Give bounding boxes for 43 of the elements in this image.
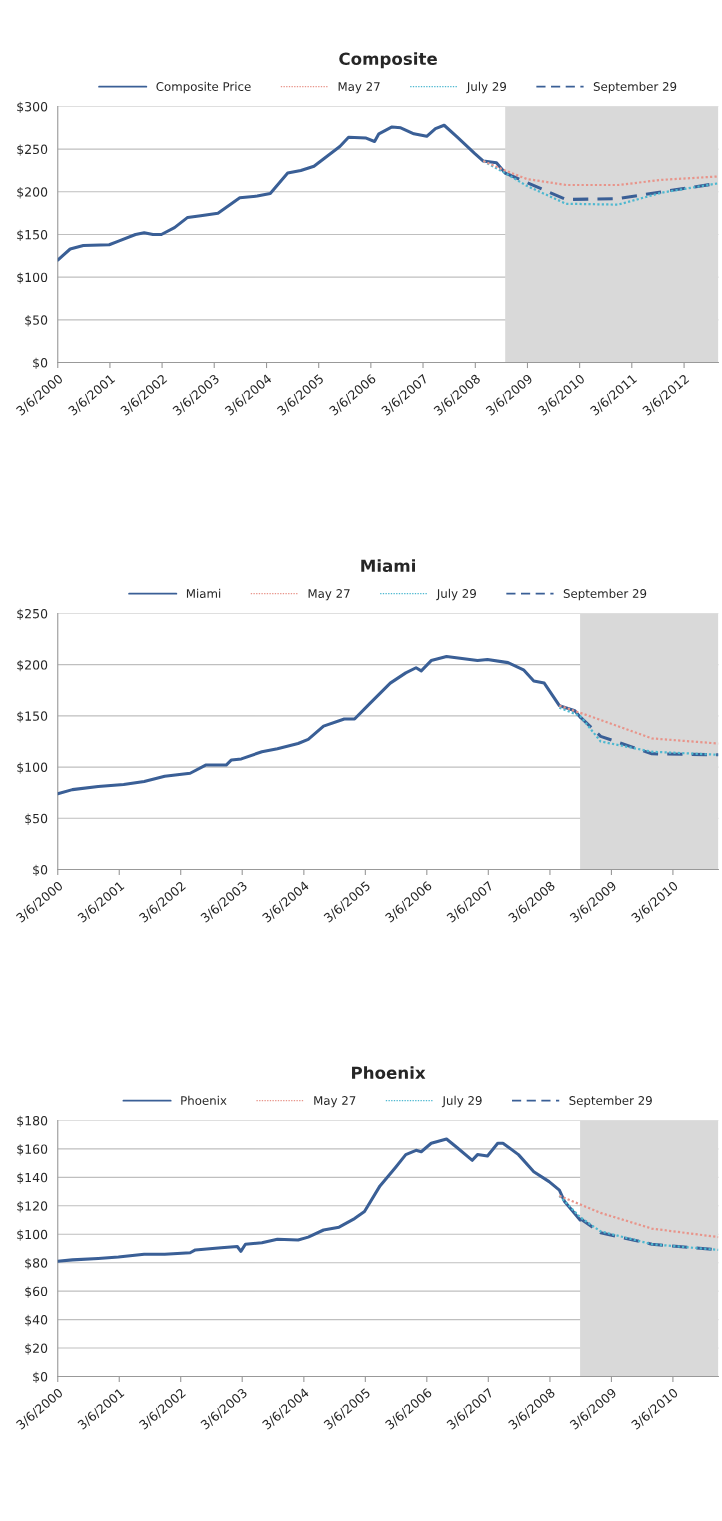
y-tick-label: $150 xyxy=(17,229,48,242)
y-tick-label: $20 xyxy=(25,1343,48,1355)
legend-label: September 29 xyxy=(563,588,647,601)
y-tick-label: $50 xyxy=(25,813,48,825)
legend-label: Phoenix xyxy=(181,1095,227,1105)
y-tick-label: $0 xyxy=(33,357,48,370)
chart-title: Phoenix xyxy=(352,1066,426,1080)
y-tick-label: $150 xyxy=(17,711,48,723)
y-tick-label: $250 xyxy=(17,608,48,621)
y-tick-label: $200 xyxy=(17,187,48,199)
chart-title: Miami xyxy=(361,559,415,573)
y-tick-label: $50 xyxy=(25,315,48,327)
y-tick-label: $300 xyxy=(17,101,48,114)
legend-label: September 29 xyxy=(569,1095,652,1108)
legend-label: May 27 xyxy=(308,589,350,601)
y-tick-label: $200 xyxy=(17,659,48,672)
line-series xyxy=(558,1194,719,1252)
y-tick-label: $100 xyxy=(17,272,48,284)
legend-label: July 29 xyxy=(466,81,507,94)
y-tick-label: $40 xyxy=(25,1314,48,1327)
legend-label: September 29 xyxy=(593,81,677,94)
chart-title: Composite xyxy=(339,52,437,69)
legend-label: May 27 xyxy=(338,82,380,94)
line-series xyxy=(558,1194,719,1239)
y-tick-label: $250 xyxy=(17,144,48,156)
y-tick-label: $0 xyxy=(33,864,48,877)
y-tick-label: $80 xyxy=(25,1257,48,1270)
legend-label: July 29 xyxy=(436,588,476,601)
y-tick-label: $0 xyxy=(33,1371,48,1384)
line-series xyxy=(558,704,719,745)
y-tick-label: $160 xyxy=(17,1144,48,1156)
legend-label: Miami xyxy=(186,588,221,598)
legend-label: May 27 xyxy=(314,1096,356,1108)
y-tick-label: $120 xyxy=(17,1201,48,1213)
line-series xyxy=(558,706,719,756)
y-tick-label: $100 xyxy=(17,1229,48,1241)
y-tick-label: $100 xyxy=(17,762,48,774)
y-tick-label: $60 xyxy=(25,1286,48,1298)
line-series xyxy=(482,159,719,187)
legend-label: July 29 xyxy=(441,1095,482,1108)
y-tick-label: $180 xyxy=(17,1115,48,1128)
y-tick-label: $140 xyxy=(17,1172,48,1184)
legend-label: Composite Price xyxy=(156,81,251,94)
